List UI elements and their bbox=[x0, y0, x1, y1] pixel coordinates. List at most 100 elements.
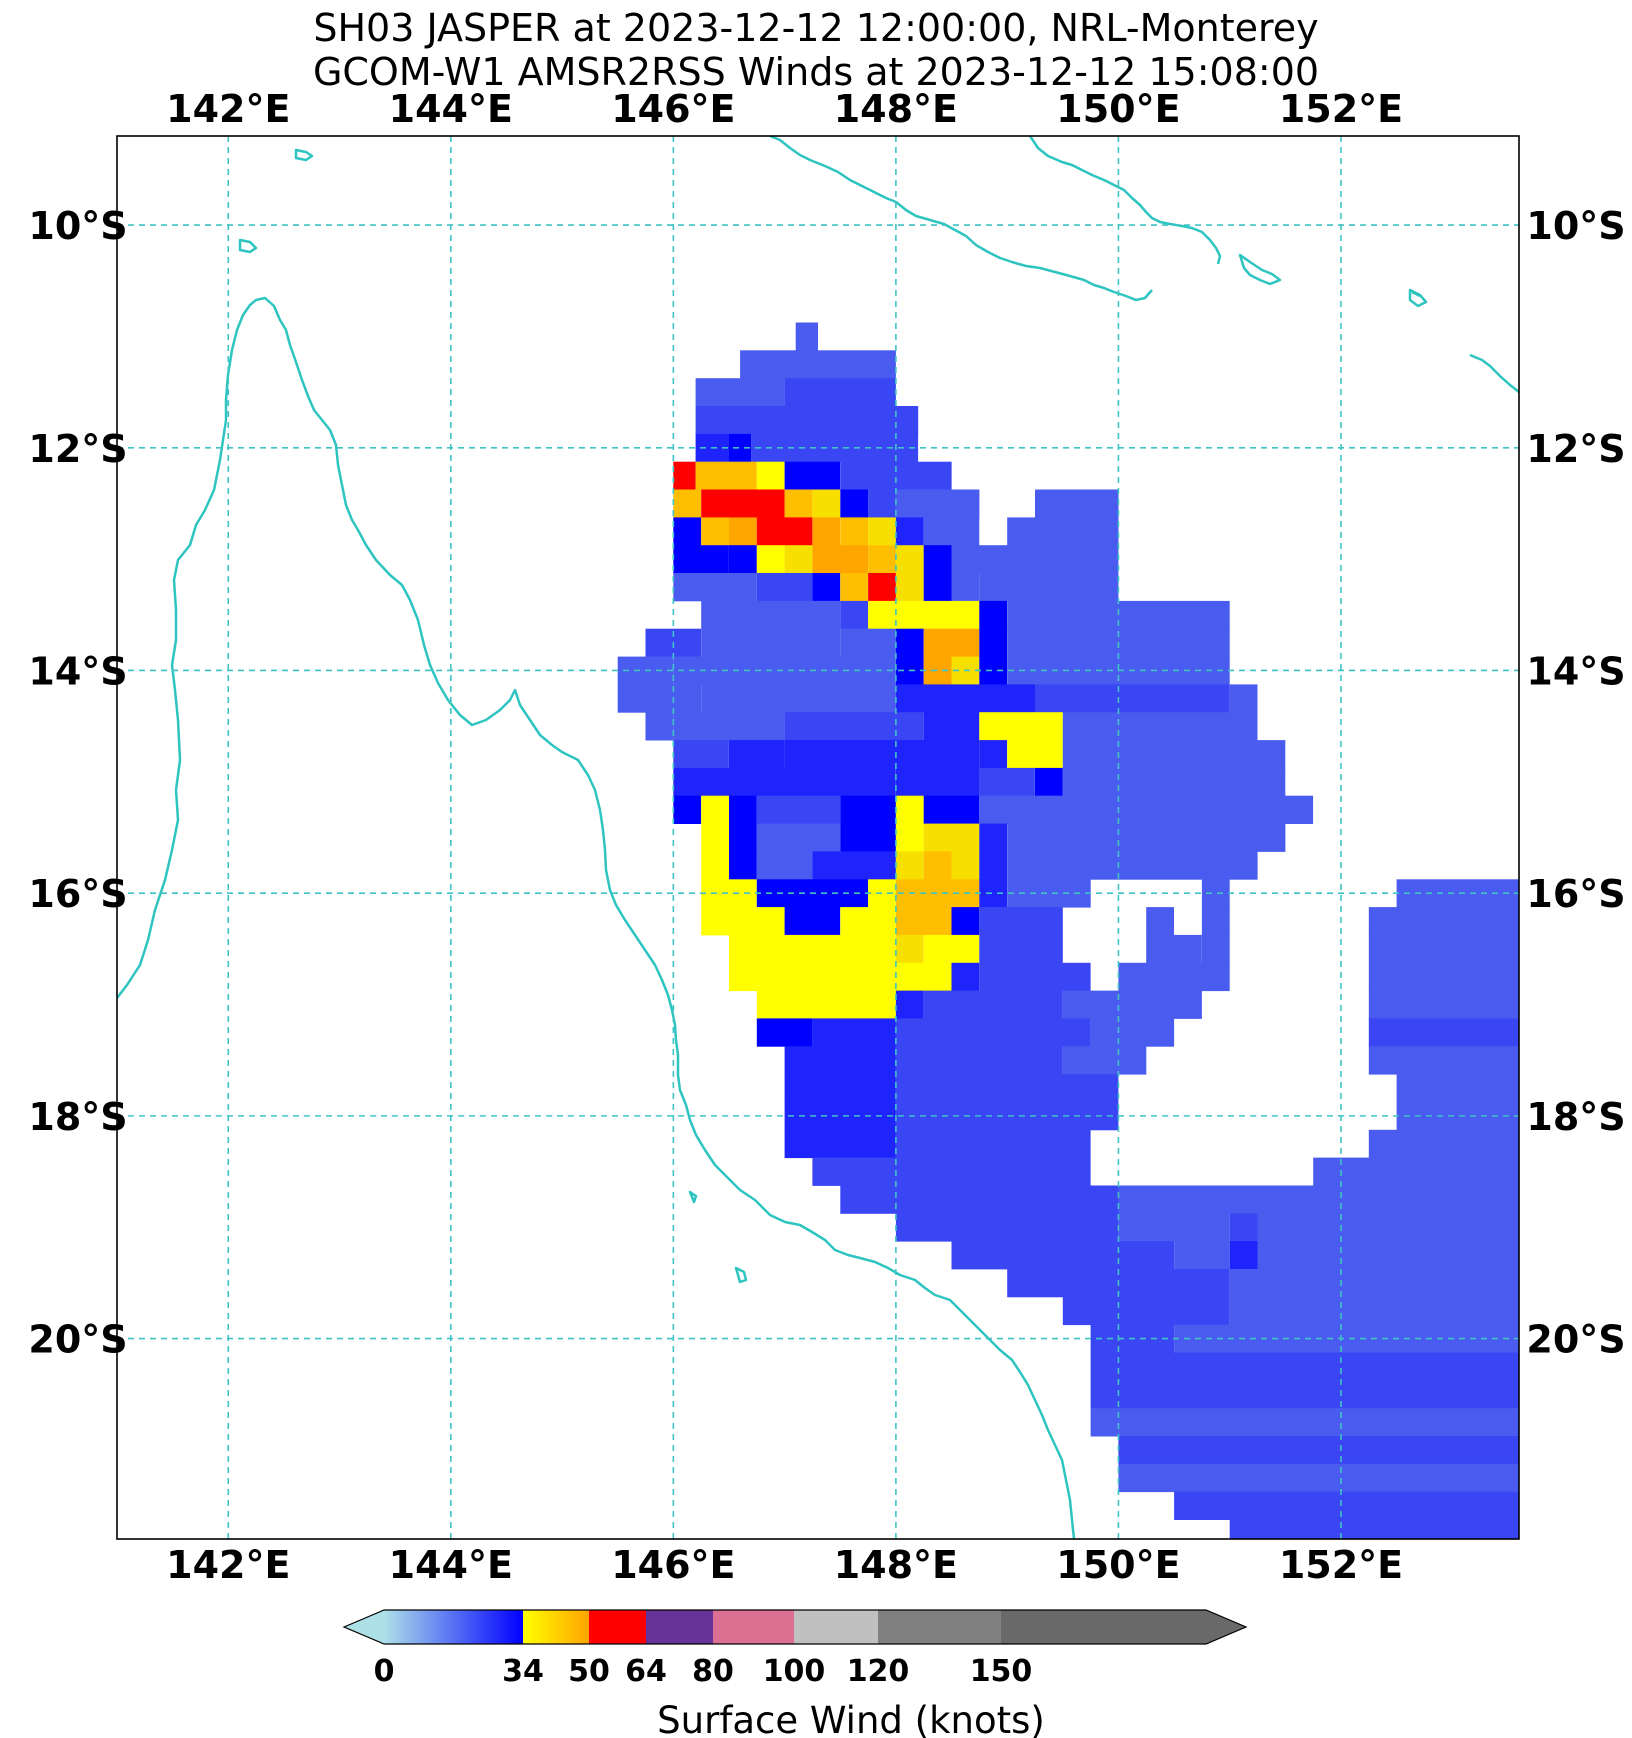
wind-cell bbox=[1257, 1241, 1519, 1270]
wind-cell bbox=[895, 517, 924, 546]
wind-cell bbox=[812, 573, 841, 602]
wind-cell bbox=[868, 545, 896, 574]
wind-cell bbox=[979, 712, 1063, 741]
wind-cell bbox=[1118, 1463, 1519, 1493]
lat-label-left: 10°S bbox=[28, 204, 127, 248]
wind-cell bbox=[818, 350, 896, 379]
wind-cell bbox=[840, 1185, 1119, 1214]
wind-cell bbox=[673, 545, 729, 574]
wind-cell bbox=[923, 990, 1063, 1019]
wind-cell bbox=[701, 517, 729, 546]
wind-cell bbox=[1118, 962, 1230, 992]
wind-cell bbox=[1118, 1185, 1519, 1214]
wind-cell bbox=[1229, 684, 1258, 713]
map-title-line-2: GCOM-W1 AMSR2RSS Winds at 2023-12-12 15:… bbox=[312, 50, 1320, 94]
wind-cell bbox=[673, 767, 896, 797]
wind-cell bbox=[673, 740, 729, 769]
wind-cell bbox=[979, 573, 1119, 602]
wind-cell bbox=[895, 600, 980, 630]
wind-cell bbox=[784, 712, 924, 741]
wind-cell bbox=[756, 990, 896, 1019]
wind-cell bbox=[1035, 684, 1230, 713]
wind-cell bbox=[840, 461, 952, 490]
wind-cell bbox=[1368, 934, 1519, 964]
colorbar-segment bbox=[523, 1610, 589, 1644]
wind-cell bbox=[1368, 990, 1519, 1019]
wind-cell bbox=[1118, 1436, 1519, 1465]
wind-cell bbox=[729, 517, 757, 546]
colorbar-tick-label: 50 bbox=[568, 1654, 610, 1689]
wind-cell bbox=[923, 628, 952, 657]
wind-cell bbox=[951, 545, 1119, 574]
wind-cell bbox=[784, 740, 980, 769]
wind-cell bbox=[756, 795, 841, 824]
wind-cell bbox=[923, 934, 980, 964]
wind-cell bbox=[895, 1074, 1119, 1103]
wind-cell bbox=[740, 350, 818, 379]
coastline-island-1 bbox=[1238, 253, 1282, 286]
lon-label-top: 146°E bbox=[611, 87, 735, 131]
wind-cell bbox=[1090, 1018, 1175, 1047]
wind-cell bbox=[812, 545, 868, 574]
coastline-island-3 bbox=[1469, 353, 1519, 393]
wind-cell bbox=[979, 795, 1314, 824]
wind-cell bbox=[895, 573, 924, 602]
wind-cell bbox=[895, 628, 924, 657]
wind-cell bbox=[1090, 1352, 1519, 1381]
wind-cell bbox=[895, 1018, 1091, 1047]
wind-cell bbox=[895, 767, 980, 797]
wind-cell bbox=[923, 823, 980, 852]
colorbar-extend-max bbox=[1206, 1610, 1246, 1644]
wind-cell bbox=[951, 1241, 1174, 1270]
colorbar-segments bbox=[342, 1609, 1248, 1645]
lat-label-left: 18°S bbox=[28, 1095, 127, 1139]
wind-cell bbox=[840, 628, 896, 657]
wind-cell bbox=[1368, 1046, 1519, 1075]
wind-cell bbox=[840, 600, 869, 630]
wind-cell bbox=[895, 545, 924, 574]
wind-cell bbox=[840, 823, 896, 852]
wind-cell bbox=[951, 628, 980, 657]
wind-cell bbox=[1062, 712, 1258, 741]
wind-cell bbox=[701, 823, 729, 852]
lon-label-bottom: 142°E bbox=[166, 1543, 290, 1587]
wind-cell bbox=[729, 740, 785, 769]
wind-cell bbox=[1313, 1157, 1519, 1186]
wind-cell bbox=[1368, 907, 1519, 936]
wind-cell bbox=[701, 684, 896, 713]
wind-cell bbox=[812, 517, 841, 546]
colorbar-outline bbox=[342, 1609, 1248, 1645]
lat-label-right: 18°S bbox=[1526, 1095, 1625, 1139]
wind-cell bbox=[756, 851, 813, 880]
wind-cell bbox=[695, 378, 785, 407]
wind-cell bbox=[1368, 1018, 1519, 1047]
colorbar-tick-label: 34 bbox=[502, 1654, 544, 1689]
wind-cell bbox=[1229, 1241, 1258, 1270]
wind-cell bbox=[1007, 823, 1286, 852]
wind-cell bbox=[1174, 1491, 1519, 1520]
lat-label-right: 10°S bbox=[1526, 204, 1625, 248]
wind-cell bbox=[701, 628, 841, 657]
lon-label-top: 148°E bbox=[834, 87, 958, 131]
wind-cell bbox=[923, 517, 980, 546]
wind-cell bbox=[979, 934, 1063, 964]
wind-cell bbox=[701, 489, 785, 518]
colorbar-tick-label: 80 bbox=[692, 1654, 734, 1689]
wind-cell bbox=[951, 907, 980, 936]
lon-label-top: 142°E bbox=[166, 87, 290, 131]
lat-label-left: 14°S bbox=[28, 649, 127, 693]
lon-label-bottom: 150°E bbox=[1056, 1543, 1180, 1587]
wind-cell bbox=[895, 962, 952, 992]
wind-cell bbox=[784, 1046, 896, 1075]
axis-labels: 142°E 142°E 144°E 144°E 146°E 146°E 148°E 148°E… bbox=[28, 87, 1625, 1587]
lat-label-right: 20°S bbox=[1526, 1318, 1625, 1362]
wind-cell bbox=[1229, 1296, 1519, 1326]
colorbar-tick-label: 0 bbox=[374, 1654, 395, 1689]
wind-cell bbox=[1090, 1380, 1519, 1409]
wind-cell bbox=[673, 573, 757, 602]
graticule bbox=[117, 136, 1519, 1539]
wind-cell bbox=[868, 489, 896, 518]
lat-label-right: 14°S bbox=[1526, 649, 1625, 693]
wind-cell bbox=[729, 795, 757, 824]
colorbar: 0 34 50 64 80 100 120 150 Surface Wind (knots) bbox=[342, 1609, 1248, 1738]
